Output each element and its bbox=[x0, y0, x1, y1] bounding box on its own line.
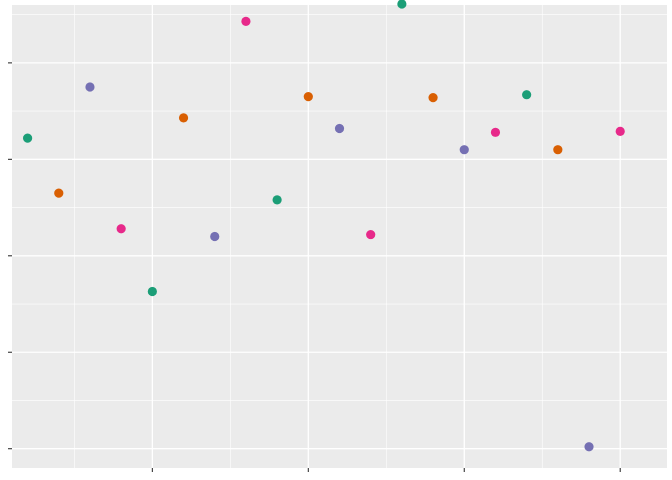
scatter-point-3 bbox=[85, 82, 95, 92]
scatter-point-15 bbox=[459, 145, 469, 155]
scatter-point-4 bbox=[116, 224, 126, 234]
major-gridlines bbox=[12, 5, 667, 468]
scatter-point-16 bbox=[490, 127, 501, 137]
scatter-point-7 bbox=[210, 231, 220, 242]
scatter-point-1 bbox=[22, 133, 33, 143]
scatter-point-2 bbox=[54, 188, 64, 198]
scatter-point-10 bbox=[303, 92, 313, 102]
scatter-point-9 bbox=[272, 195, 282, 205]
axis-ticks bbox=[8, 62, 621, 472]
scatter-point-13 bbox=[397, 0, 407, 9]
scatter-point-19 bbox=[584, 442, 594, 452]
scatter-point-14 bbox=[428, 93, 438, 103]
plot-panel bbox=[12, 5, 667, 468]
scatter-point-5 bbox=[147, 286, 157, 297]
scatter-point-20 bbox=[615, 126, 625, 136]
scatter-point-18 bbox=[553, 145, 563, 155]
scatter-point-8 bbox=[241, 16, 251, 26]
scatter-point-11 bbox=[334, 123, 345, 134]
scatter-point-6 bbox=[178, 113, 189, 123]
scatter-point-12 bbox=[366, 229, 376, 240]
data-points bbox=[22, 0, 625, 452]
scatter-point-17 bbox=[522, 90, 532, 100]
minor-gridlines bbox=[12, 5, 667, 468]
